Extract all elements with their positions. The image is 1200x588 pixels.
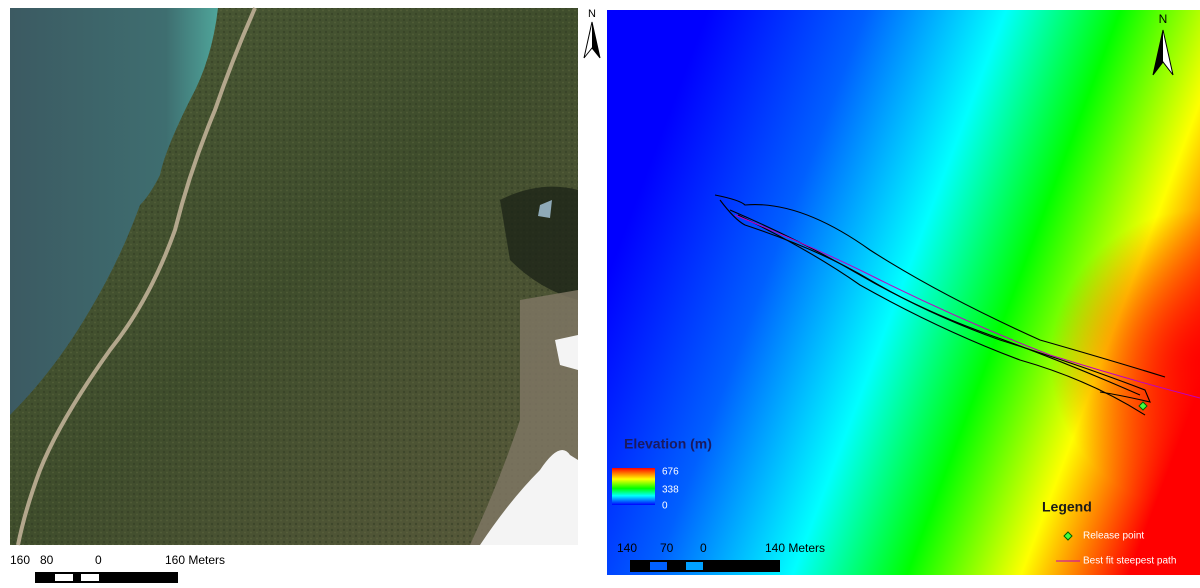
elevation-raster bbox=[1000, 210, 1200, 510]
scale-label: 160 bbox=[10, 553, 30, 567]
scale-label: 0 bbox=[700, 541, 707, 555]
north-arrow: N bbox=[584, 8, 600, 58]
elevation-title: Elevation (m) bbox=[624, 436, 712, 452]
scale-segment bbox=[650, 562, 667, 570]
scale-segment bbox=[55, 574, 73, 581]
north-label: N bbox=[588, 8, 596, 20]
legend-label: Release point bbox=[1083, 531, 1144, 542]
scale-label: 140 bbox=[617, 541, 637, 555]
scale-segment bbox=[81, 574, 99, 581]
scale-label: 80 bbox=[40, 553, 54, 567]
scale-bar: 160 80 0 160 Meters bbox=[10, 553, 225, 583]
ramp-label: 676 bbox=[662, 467, 679, 478]
north-label: N bbox=[1159, 12, 1168, 26]
scale-label: 140 Meters bbox=[765, 541, 825, 555]
scale-label: 70 bbox=[660, 541, 674, 555]
ramp-label: 338 bbox=[662, 485, 679, 496]
figure: N 160 80 0 160 Meters N Elevation (m) 67… bbox=[0, 0, 1200, 588]
legend-title: Legend bbox=[1042, 499, 1092, 515]
legend-label: Best fit steepest path bbox=[1083, 556, 1176, 567]
scale-segment bbox=[686, 562, 703, 570]
color-ramp bbox=[612, 468, 655, 505]
scale-label: 0 bbox=[95, 553, 102, 567]
ramp-label: 0 bbox=[662, 501, 668, 512]
aerial-map bbox=[10, 8, 578, 545]
elevation-map bbox=[607, 10, 1200, 575]
scale-label: 160 Meters bbox=[165, 553, 225, 567]
